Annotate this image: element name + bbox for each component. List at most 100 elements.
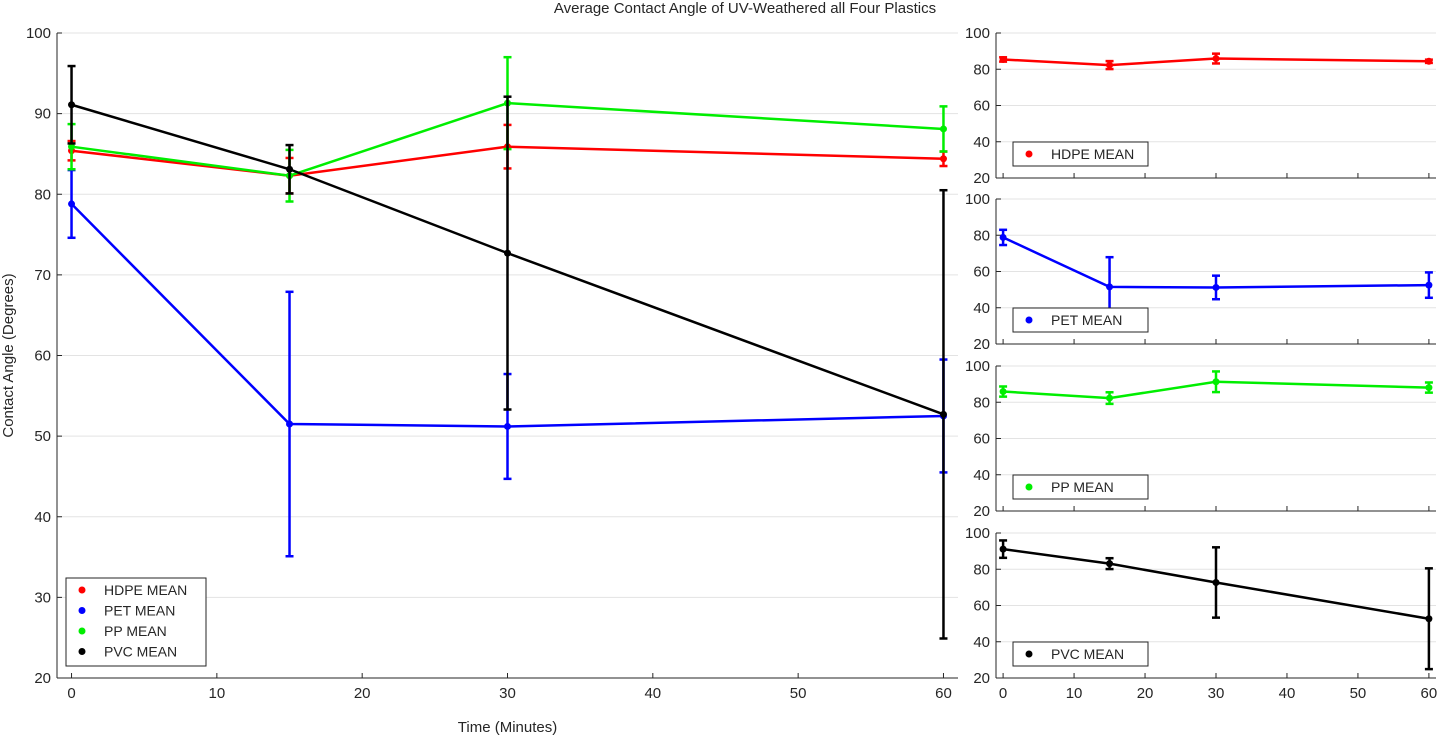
y-tick-label: 80 [973,561,990,578]
legend-marker [78,586,86,594]
data-point [1425,281,1433,289]
legend-label: PET MEAN [1051,312,1122,328]
y-tick-label: 80 [973,61,990,78]
x-tick-label: 50 [790,685,807,702]
x-tick-label: 0 [67,685,75,702]
panel-small-3: 20 40 60 80 100 PP MEAN [965,358,1436,520]
x-tick-label: 20 [354,685,371,702]
x-tick-label: 60 [1421,685,1438,702]
data-point [999,388,1007,396]
legend-label: PP MEAN [1051,479,1114,495]
y-tick-label: 80 [973,227,990,244]
y-tick-label: 20 [973,503,990,520]
x-tick-label: 40 [1279,685,1296,702]
figure-title: Average Contact Angle of UV-Weathered al… [554,0,936,17]
x-tick-label: 50 [1350,685,1367,702]
data-point [1425,384,1433,392]
x-tick-label: 20 [1137,685,1154,702]
y-tick-label: 100 [965,191,990,208]
y-tick-label: 40 [973,300,990,317]
x-tick-label: 10 [209,685,226,702]
chart-panels: 20 30 40 50 60 70 80 90 100 0 10 20 30 40 50 60 Time (Mi… [0,25,1437,735]
legend: PVC MEAN [1012,641,1149,667]
y-tick-label: 40 [973,134,990,151]
y-tick-label: 20 [973,336,990,353]
data-point [1106,61,1114,69]
series-pvc-mean [67,64,948,640]
y-tick-label: 20 [34,670,51,687]
y-tick-label: 40 [973,634,990,651]
data-point [999,55,1007,63]
data-point [999,545,1007,553]
legend-marker [1025,316,1033,324]
legend-box [1012,641,1149,667]
y-tick-label: 60 [973,598,990,615]
legend-label: HDPE MEAN [104,582,187,598]
legend-marker [78,627,86,635]
y-tick-label: 90 [34,106,51,123]
legend-marker [1025,650,1033,658]
y-tick-label: 40 [34,509,51,526]
y-tick-label: 60 [973,431,990,448]
legend-box [1012,307,1149,333]
data-point [939,125,947,133]
y-tick-label: 100 [965,25,990,42]
legend-marker [78,607,86,614]
y-tick-label: 70 [34,267,51,284]
series-pvc-mean [999,539,1433,671]
data-point [68,200,76,208]
data-point [504,249,511,257]
series-line [1002,236,1429,289]
data-point [1106,560,1114,568]
legend-label: HDPE MEAN [1051,146,1134,162]
legend-box [1012,141,1149,167]
data-point [1106,394,1114,402]
series-pet-mean [999,228,1433,318]
data-point [939,155,947,163]
data-point [1212,378,1220,386]
x-tick-label: 30 [499,685,516,702]
data-point [68,143,76,151]
data-point [1425,615,1433,623]
data-point [1425,57,1433,65]
panel-main: 20 30 40 50 60 70 80 90 100 0 10 20 30 40 50 60 Time (Mi… [0,25,958,735]
legend: HDPE MEAN [1012,141,1149,167]
series-line [1003,380,1429,400]
y-tick-label: 100 [26,25,51,42]
x-axis-title: Time (Minutes) [458,719,557,735]
y-tick-label: 60 [973,98,990,115]
data-point [1212,283,1220,291]
y-tick-label: 20 [973,670,990,687]
series-line [71,145,944,177]
y-axis-title: Contact Angle (Degrees) [0,273,17,437]
series-line [71,103,944,416]
legend-label: PVC MEAN [104,644,177,660]
series-line [1002,547,1430,620]
data-point [286,420,294,428]
x-tick-label: 40 [644,685,661,702]
panel-small-1: 20 40 60 80 100 HDPE MEAN [965,25,1436,187]
data-point [1212,578,1220,586]
x-tick-label: 10 [1066,685,1083,702]
y-tick-label: 80 [34,186,51,203]
data-point [1212,55,1220,63]
y-tick-label: 20 [973,170,990,187]
series-hdpe-mean [999,52,1433,71]
data-point [1106,283,1114,291]
series-line [71,101,944,177]
y-tick-label: 60 [34,348,51,365]
legend: HDPE MEAN PET MEAN PP MEAN PVC MEAN [65,577,207,667]
y-tick-label: 40 [973,467,990,484]
legend-marker [1025,150,1033,158]
x-tick-label: 30 [1208,685,1225,702]
series-pp-mean [999,370,1433,406]
panel-small-4: 20 40 60 80 100 0 10 20 30 40 50 60 PVC MEAN [965,525,1437,702]
legend-box [65,577,207,667]
legend-label: PET MEAN [104,603,175,619]
data-point [504,422,511,430]
data-point [999,233,1007,241]
y-tick-label: 60 [973,264,990,281]
panel-small-2: 20 40 60 80 100 PET MEAN [965,191,1436,353]
data-point [286,165,294,173]
